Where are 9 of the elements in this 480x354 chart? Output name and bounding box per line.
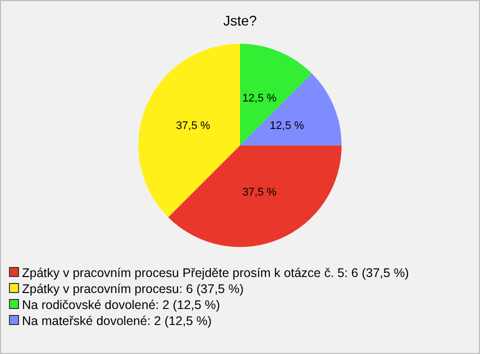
legend-label: Na rodičovské dovolené: 2 (12,5 %) (21, 297, 222, 313)
legend-label: Zpátky v pracovním procesu Přejděte prosím k otázce č. 5: 6 (37,5 %) (21, 265, 409, 281)
data-label: 12,5 % (242, 92, 277, 104)
data-label: 12,5 % (270, 120, 304, 132)
legend-label: Zpátky v pracovním procesu: 6 (37,5 %) (21, 281, 245, 297)
chart-title: Jste? (223, 12, 257, 28)
legend-label: Na mateřské dovolené: 2 (12,5 %) (21, 313, 213, 329)
data-label: 37,5 % (176, 120, 210, 132)
data-label: 37,5 % (242, 186, 277, 198)
